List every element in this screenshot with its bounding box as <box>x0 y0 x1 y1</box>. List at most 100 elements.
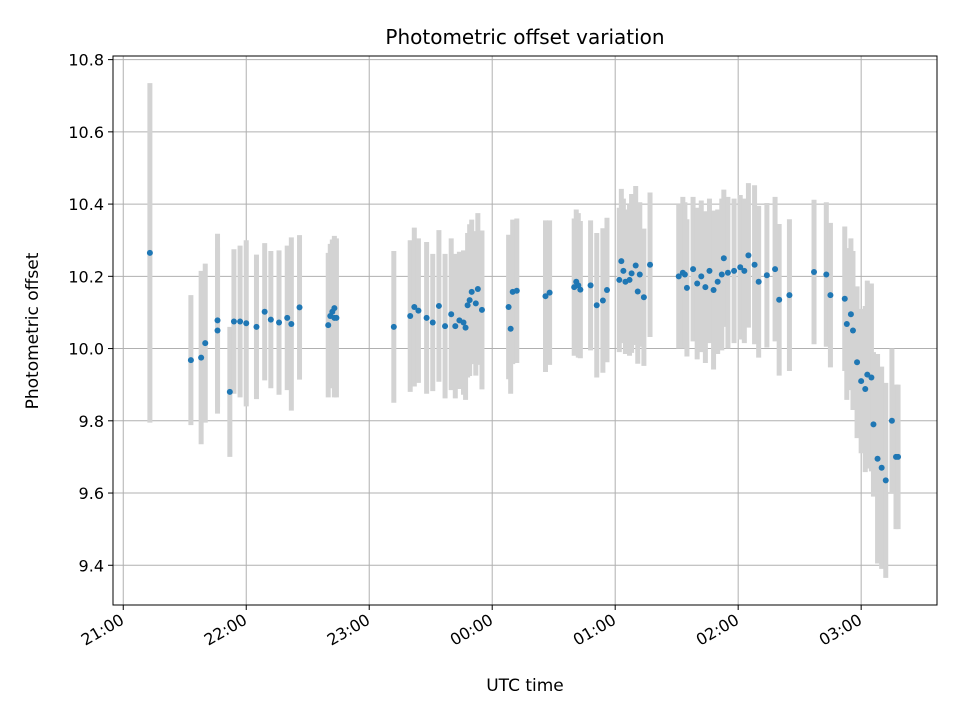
data-point <box>878 464 885 471</box>
data-point <box>442 323 449 330</box>
y-tick-label: 10.4 <box>68 195 104 214</box>
data-point <box>587 282 594 289</box>
data-point <box>577 286 584 293</box>
data-point <box>187 357 194 364</box>
data-point <box>546 289 553 296</box>
data-points <box>146 249 902 484</box>
data-point <box>253 323 260 330</box>
plot-area <box>113 56 937 605</box>
data-point <box>763 272 770 279</box>
data-point <box>472 300 479 307</box>
data-point <box>390 323 397 330</box>
data-point <box>146 249 153 256</box>
plot-frame <box>112 55 938 606</box>
y-tick-label: 9.8 <box>79 412 104 431</box>
data-point <box>710 287 717 294</box>
data-point <box>640 294 647 301</box>
y-tick-label: 10.6 <box>68 123 104 142</box>
data-point <box>745 252 752 259</box>
y-tick-label: 9.6 <box>79 484 104 503</box>
data-point <box>862 386 869 393</box>
data-point <box>632 262 639 269</box>
data-point <box>542 293 549 300</box>
data-point <box>751 261 758 268</box>
y-tick-label: 9.4 <box>79 556 104 575</box>
data-point <box>599 297 606 304</box>
data-point <box>468 288 475 295</box>
data-point <box>214 327 221 334</box>
data-point <box>288 320 295 327</box>
data-point <box>882 477 889 484</box>
data-point <box>466 297 473 304</box>
data-point <box>702 284 709 291</box>
data-point <box>895 453 902 460</box>
data-point <box>618 258 625 265</box>
data-point <box>331 305 338 312</box>
data-point <box>681 271 688 278</box>
data-point <box>698 273 705 280</box>
data-point <box>772 266 779 273</box>
data-point <box>731 267 738 274</box>
data-point <box>202 340 209 347</box>
data-point <box>823 271 830 278</box>
data-point <box>243 320 250 327</box>
data-point <box>423 314 430 321</box>
data-point <box>198 354 205 361</box>
data-point <box>683 284 690 291</box>
data-point <box>261 308 268 315</box>
data-point <box>841 295 848 302</box>
y-axis-title: Photometric offset <box>23 252 43 409</box>
data-point <box>786 292 793 299</box>
data-point <box>267 316 274 323</box>
data-point <box>226 388 233 395</box>
data-point <box>858 378 865 385</box>
data-point <box>714 278 721 285</box>
data-point <box>827 292 834 299</box>
x-axis-title: UTC time <box>486 676 564 696</box>
data-point <box>448 311 455 318</box>
data-point <box>296 304 303 311</box>
data-point <box>333 314 340 321</box>
data-point <box>737 264 744 271</box>
data-point <box>755 278 762 285</box>
data-point <box>429 319 436 326</box>
data-point <box>634 288 641 295</box>
data-point <box>464 302 471 309</box>
data-point <box>505 304 512 311</box>
data-point <box>616 276 623 283</box>
y-tick-label: 10.0 <box>68 340 104 359</box>
data-point <box>636 271 643 278</box>
data-point <box>620 267 627 274</box>
data-point <box>694 280 701 287</box>
data-point <box>478 306 485 313</box>
data-point <box>847 311 854 318</box>
data-point <box>628 270 635 277</box>
data-point <box>718 271 725 278</box>
data-point <box>513 287 520 294</box>
data-point <box>868 374 875 381</box>
data-point <box>507 325 514 332</box>
data-point <box>407 313 414 320</box>
data-point <box>452 323 459 330</box>
data-point <box>214 317 221 324</box>
y-tick-label: 10.8 <box>68 51 104 70</box>
data-point <box>230 318 237 325</box>
data-point <box>874 455 881 462</box>
data-point <box>325 322 332 329</box>
data-point <box>811 268 818 275</box>
data-point <box>854 359 861 366</box>
data-point <box>720 255 727 262</box>
data-point <box>626 276 633 283</box>
y-tick-label: 10.2 <box>68 267 104 286</box>
data-point <box>690 266 697 273</box>
data-point <box>237 318 244 325</box>
data-point <box>870 421 877 428</box>
data-point <box>776 296 783 303</box>
data-point <box>843 320 850 327</box>
data-point <box>593 302 600 309</box>
data-point <box>741 267 748 274</box>
data-point <box>415 307 422 314</box>
data-point <box>411 304 418 311</box>
data-point <box>647 261 654 268</box>
